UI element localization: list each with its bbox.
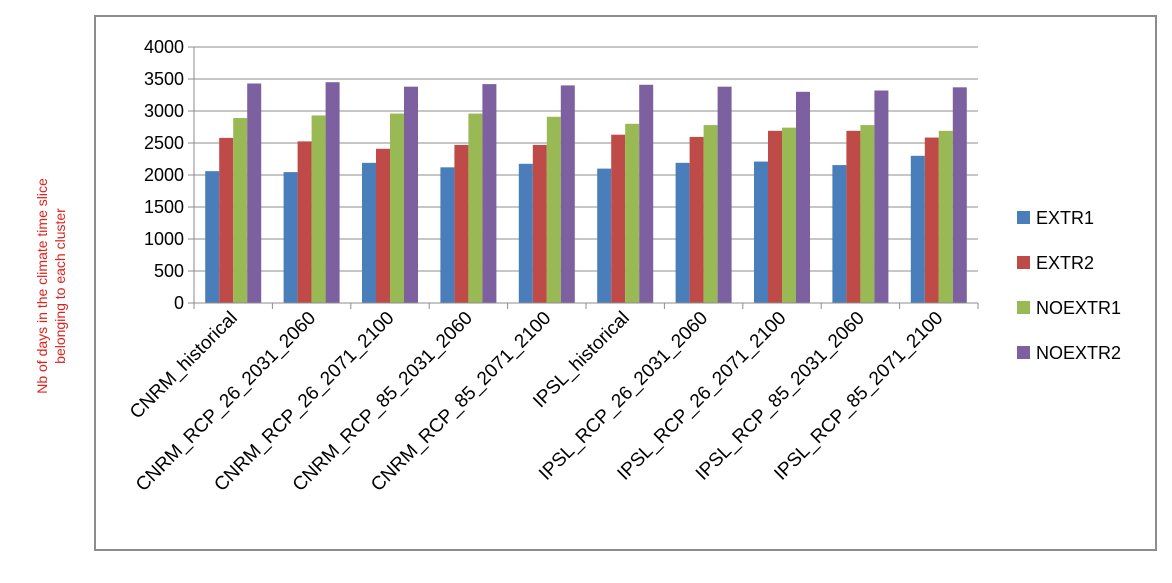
bar-noextr2 (560, 85, 575, 304)
bar-noextr1 (938, 130, 953, 303)
bar-extr2 (611, 134, 626, 303)
bar-extr1 (362, 162, 376, 303)
bar-noextr2 (796, 91, 810, 303)
y-tick-label: 2000 (144, 165, 184, 185)
bar-noextr1 (546, 116, 561, 303)
legend-label-noextr2: NOEXTR2 (1036, 343, 1121, 363)
bar-extr2 (846, 130, 861, 303)
y-tick-label: 4000 (144, 37, 184, 57)
bar-noextr1 (390, 113, 404, 303)
bar-extr1 (440, 167, 455, 303)
bar-extr2 (532, 144, 547, 303)
bar-extr2 (454, 144, 469, 303)
legend-label-noextr1: NOEXTR1 (1036, 298, 1121, 318)
bar-extr2 (689, 136, 704, 303)
y-tick-label: 1500 (144, 197, 184, 217)
y-tick-label: 0 (174, 293, 184, 313)
x-tick-label: IPSL_RCP_85_2071_2100 (770, 308, 947, 485)
bar-extr1 (205, 171, 220, 303)
bar-noextr2 (874, 90, 889, 304)
legend-swatch-extr1 (1017, 211, 1030, 224)
bar-noextr1 (860, 125, 875, 303)
x-tick-label: IPSL_RCP_26_2071_2100 (614, 308, 791, 485)
y-tick-label: 500 (154, 261, 184, 281)
bar-extr1 (675, 162, 690, 303)
bar-noextr1 (782, 127, 796, 303)
bar-noextr2 (952, 87, 967, 303)
bar-extr2 (768, 130, 782, 303)
chart-frame (94, 15, 1157, 551)
legend-swatch-noextr2 (1017, 346, 1030, 359)
bar-noextr2 (717, 86, 732, 304)
y-tick-label: 3000 (144, 101, 184, 121)
bar-noextr1 (311, 115, 326, 303)
y-tick-label: 2500 (144, 133, 184, 153)
legend-swatch-extr2 (1017, 256, 1030, 269)
bar-noextr2 (482, 84, 497, 304)
bar-extr1 (754, 161, 768, 303)
bar-noextr2 (404, 86, 418, 304)
bar-noextr2 (639, 84, 654, 303)
bar-extr1 (518, 163, 533, 303)
bar-extr1 (283, 172, 298, 303)
bar-extr1 (832, 165, 847, 303)
legend-label-extr2: EXTR2 (1036, 253, 1094, 273)
y-tick-label: 3500 (144, 69, 184, 89)
bar-extr2 (297, 141, 312, 303)
bar-extr2 (376, 148, 390, 303)
x-tick-label: IPSL_RCP_26_2031_2060 (535, 308, 712, 485)
legend-swatch-noextr1 (1017, 301, 1030, 314)
bar-noextr1 (233, 118, 248, 303)
bar-extr1 (910, 155, 925, 303)
bar-noextr1 (468, 113, 483, 303)
bar-noextr2 (247, 83, 262, 303)
bar-extr1 (597, 168, 612, 303)
bar-extr2 (924, 137, 939, 303)
bar-noextr1 (625, 123, 640, 303)
y-tick-label: 1000 (144, 229, 184, 249)
legend-label-extr1: EXTR1 (1036, 208, 1094, 228)
bar-noextr1 (703, 125, 718, 303)
x-tick-label: IPSL_RCP_85_2031_2060 (692, 308, 869, 485)
bar-extr2 (219, 137, 234, 303)
bar-noextr2 (325, 82, 340, 303)
